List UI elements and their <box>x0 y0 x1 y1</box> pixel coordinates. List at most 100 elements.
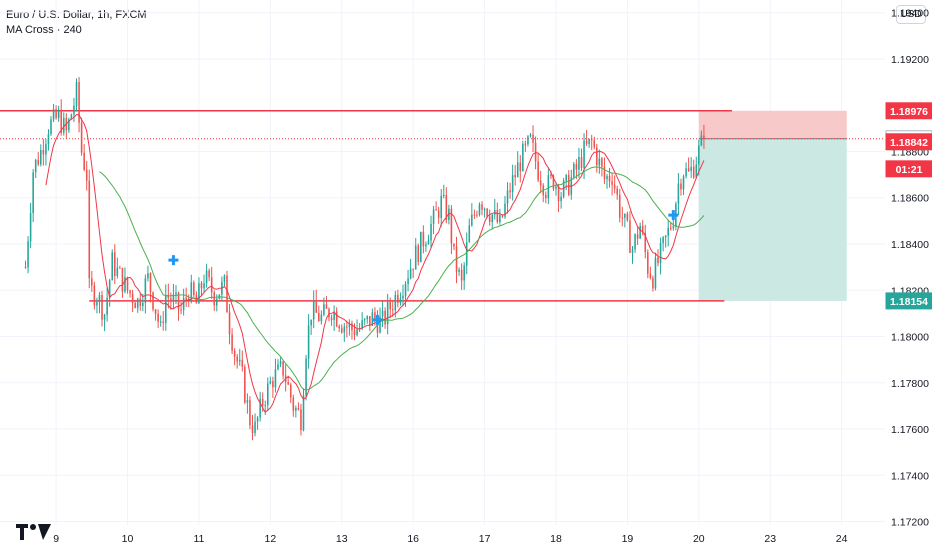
candle-body <box>198 283 200 304</box>
symbol-title[interactable]: Euro / U.S. Dollar, 1h, FXCM <box>6 9 147 21</box>
candle-body <box>473 214 476 216</box>
candle-body <box>233 350 236 357</box>
candle-body <box>692 166 695 178</box>
candle-body <box>177 292 180 310</box>
candle-body <box>37 159 40 165</box>
candle-body <box>70 114 73 120</box>
candle-body <box>335 311 338 327</box>
candle-body <box>277 364 279 370</box>
candle-body <box>333 311 335 321</box>
candle-body <box>468 225 471 243</box>
candle-body <box>703 135 705 139</box>
candle-body <box>356 329 358 336</box>
candle-body <box>465 242 468 266</box>
candle-body <box>139 298 142 306</box>
candle-body <box>323 304 325 315</box>
candle-body <box>180 309 182 311</box>
time-tick-label: 12 <box>265 533 277 545</box>
currency-button[interactable]: USD <box>896 5 926 24</box>
candle-body <box>585 140 588 144</box>
candle-body <box>68 119 70 131</box>
moving-average-line <box>45 113 705 413</box>
candle-body <box>397 294 399 303</box>
candle-body <box>567 174 570 195</box>
candle-body <box>652 277 654 289</box>
candle-body <box>539 180 542 186</box>
candle-body <box>353 330 356 336</box>
candle-body <box>565 174 567 181</box>
candle-body <box>57 109 60 118</box>
candle-body <box>634 234 636 250</box>
candle-body <box>98 295 101 303</box>
candle-body <box>667 227 670 236</box>
candle-body <box>598 158 601 166</box>
time-tick-label: 23 <box>764 533 776 545</box>
candle-body <box>292 397 295 411</box>
candle-body <box>384 310 386 325</box>
candle-body <box>103 314 106 320</box>
candle-body <box>279 361 282 365</box>
candle-body <box>318 312 320 322</box>
candle-body <box>164 294 167 324</box>
candle-body <box>80 122 83 153</box>
candle-body <box>509 190 511 193</box>
candle-body <box>414 245 417 270</box>
candle-body <box>476 214 478 216</box>
candle-body <box>328 308 330 318</box>
candle-body <box>590 138 593 141</box>
candle-body <box>340 328 343 333</box>
candle-body <box>289 384 292 398</box>
tradingview-logo <box>16 522 52 547</box>
candle-body <box>481 204 483 210</box>
candle-body <box>226 275 228 313</box>
candle-body <box>519 162 522 172</box>
candle-body <box>27 241 29 268</box>
candle-body <box>499 215 501 222</box>
candle-body <box>300 409 302 431</box>
candle-body <box>307 325 310 359</box>
candle-body <box>560 196 562 202</box>
candle-body <box>422 231 425 247</box>
candle-body <box>514 175 516 178</box>
candle-body <box>511 175 514 193</box>
candle-body <box>376 319 379 333</box>
candle-body <box>147 273 149 279</box>
candle-body <box>698 145 700 165</box>
candle-body <box>437 210 440 218</box>
candle-body <box>680 183 682 190</box>
candle-body <box>210 277 213 293</box>
indicator-label[interactable]: MA Cross · 240 <box>6 24 82 36</box>
candle-body <box>629 220 631 253</box>
candle-body <box>310 319 312 326</box>
candle-body <box>682 176 685 190</box>
time-tick-label: 11 <box>193 533 204 545</box>
candle-body <box>463 265 465 281</box>
candle-body <box>412 268 414 270</box>
candle-body <box>672 226 675 229</box>
candle-body <box>302 395 305 431</box>
price-tag <box>885 160 932 178</box>
candle-body <box>134 302 136 309</box>
candle-body <box>223 275 226 282</box>
candle-body <box>62 117 65 133</box>
candle-body <box>129 290 131 294</box>
candle-body <box>552 175 555 189</box>
candle-body <box>366 316 369 320</box>
candle-body <box>101 295 103 320</box>
time-tick-label: 24 <box>836 533 848 545</box>
candle-body <box>78 82 80 123</box>
time-axis: 9 10 11 12 13 16 17 18 19 20 23 24 <box>53 533 847 545</box>
candle-body <box>394 294 397 311</box>
candle-body <box>613 184 616 189</box>
candle-body <box>381 310 384 317</box>
candle-body <box>532 134 534 143</box>
candle-body <box>320 314 323 322</box>
candle-body <box>351 323 353 331</box>
candle-body <box>88 180 91 279</box>
candle-body <box>175 292 177 295</box>
moving-averages <box>45 113 705 413</box>
candle-body <box>142 302 144 306</box>
candle-body <box>348 323 351 328</box>
